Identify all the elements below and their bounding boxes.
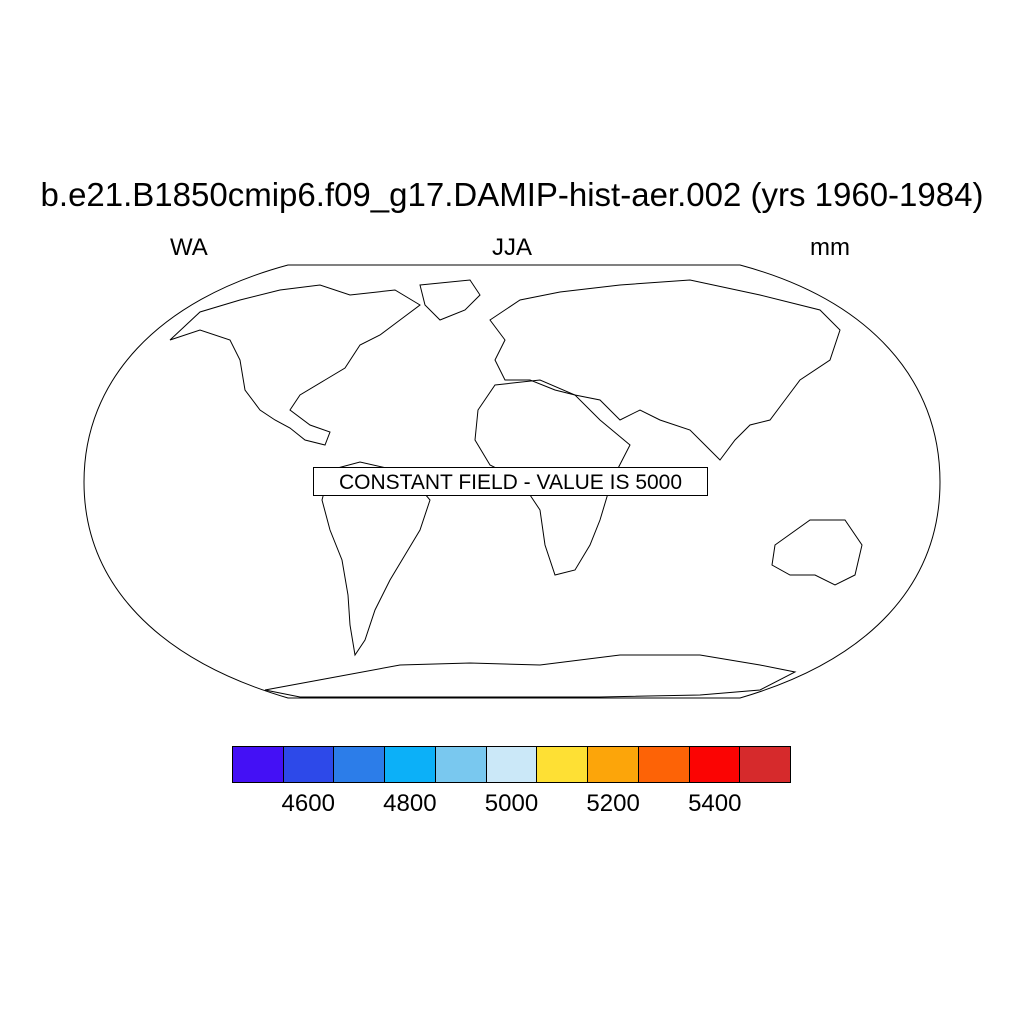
colorbar-box [283, 747, 335, 782]
colorbar-tick-label: 4800 [383, 790, 437, 817]
colorbar-tick-label: 5200 [586, 790, 640, 817]
colorbar-box [486, 747, 538, 782]
colorbar-box [233, 747, 284, 782]
variable-label: WA [170, 234, 208, 261]
colorbar-box [334, 747, 386, 782]
colorbar-box [435, 747, 487, 782]
map-title: b.e21.B1850cmip6.f09_g17.DAMIP-hist-aer.… [40, 176, 984, 213]
colorbar-box [385, 747, 436, 782]
colorbar-box [588, 747, 639, 782]
units-label: mm [810, 234, 850, 261]
colorbar-box [689, 747, 741, 782]
coastline-europe-asia [489, 279, 841, 461]
colorbar-box [740, 747, 791, 782]
coastline-australia [771, 519, 863, 586]
colorbar-tick-label: 5000 [484, 790, 539, 817]
colorbar-tick-label: 4600 [281, 790, 335, 817]
coastline-africa [474, 379, 631, 576]
colorbar-box [537, 747, 589, 782]
map-outline [83, 264, 941, 699]
season-label: JJA [491, 234, 532, 261]
coastline-greenland [419, 279, 481, 321]
coastline-antarctica [264, 654, 797, 698]
coastline-north-america [169, 284, 421, 446]
colorbar [232, 746, 791, 783]
colorbar-box [638, 747, 690, 782]
constant-field-message: CONSTANT FIELD - VALUE IS 5000 [313, 467, 708, 496]
colorbar-tick-label: 5400 [688, 790, 742, 817]
